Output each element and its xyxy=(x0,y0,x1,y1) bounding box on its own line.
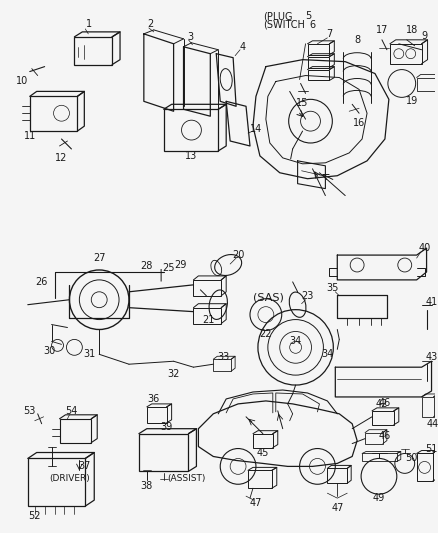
Text: 40: 40 xyxy=(418,243,431,253)
Text: 4: 4 xyxy=(240,42,246,52)
Text: 5: 5 xyxy=(306,11,312,21)
Text: 21: 21 xyxy=(202,314,215,325)
Bar xyxy=(213,359,231,371)
Text: 54: 54 xyxy=(65,406,78,416)
Text: 28: 28 xyxy=(141,261,153,271)
Bar xyxy=(307,56,329,68)
Bar xyxy=(253,434,273,448)
Text: |: | xyxy=(159,269,163,281)
Text: 38: 38 xyxy=(141,481,153,491)
Bar xyxy=(194,308,221,324)
Text: 9: 9 xyxy=(421,31,427,41)
Text: 35: 35 xyxy=(326,283,339,293)
Text: 46: 46 xyxy=(379,398,391,408)
Text: (ASSIST): (ASSIST) xyxy=(167,474,206,483)
Text: (PLUG: (PLUG xyxy=(263,11,293,21)
Text: 45: 45 xyxy=(257,448,269,458)
Text: 33: 33 xyxy=(217,352,230,362)
Text: 22: 22 xyxy=(260,329,272,340)
Text: 43: 43 xyxy=(425,352,438,362)
Text: 17: 17 xyxy=(376,25,388,35)
Text: 39: 39 xyxy=(161,422,173,432)
Bar xyxy=(422,397,434,417)
Bar xyxy=(307,44,329,55)
Bar xyxy=(390,44,422,63)
Text: 8: 8 xyxy=(354,35,360,45)
Text: 31: 31 xyxy=(83,349,95,359)
Bar xyxy=(417,77,437,91)
Text: 1: 1 xyxy=(86,19,92,29)
Bar xyxy=(194,280,221,296)
Text: 20: 20 xyxy=(232,250,244,260)
Bar xyxy=(248,470,272,488)
Text: 34: 34 xyxy=(290,336,302,346)
Text: 37: 37 xyxy=(78,462,91,471)
Bar xyxy=(164,109,218,151)
Text: (SWITCH: (SWITCH xyxy=(263,20,305,30)
Text: 51: 51 xyxy=(425,443,438,454)
Bar xyxy=(60,419,91,442)
Text: 27: 27 xyxy=(93,253,106,263)
Text: 13: 13 xyxy=(185,151,198,161)
Text: 19: 19 xyxy=(406,96,418,106)
Text: 49: 49 xyxy=(373,493,385,503)
Bar xyxy=(30,96,78,131)
Text: 42: 42 xyxy=(376,399,388,409)
Text: 30: 30 xyxy=(43,346,56,357)
Bar xyxy=(417,454,433,481)
Text: 29: 29 xyxy=(174,260,187,270)
Text: 47: 47 xyxy=(331,503,343,513)
Bar xyxy=(139,434,188,471)
Text: 52: 52 xyxy=(28,511,40,521)
Text: 2: 2 xyxy=(148,19,154,29)
Text: 11: 11 xyxy=(24,131,36,141)
Text: 23: 23 xyxy=(301,291,314,301)
Text: 7: 7 xyxy=(326,29,332,39)
Text: 34: 34 xyxy=(321,349,333,359)
Text: 16: 16 xyxy=(353,118,365,128)
Text: 46: 46 xyxy=(379,431,391,441)
Text: 25: 25 xyxy=(162,263,175,273)
Bar xyxy=(28,458,85,506)
Text: 26: 26 xyxy=(35,277,48,287)
Bar xyxy=(327,469,347,483)
Bar xyxy=(372,411,394,425)
Text: 12: 12 xyxy=(55,153,68,163)
Text: 14: 14 xyxy=(250,124,262,134)
Text: 6: 6 xyxy=(310,20,316,30)
Bar xyxy=(307,70,329,80)
Text: 18: 18 xyxy=(406,25,418,35)
Text: (DRIVER): (DRIVER) xyxy=(49,474,90,483)
Bar xyxy=(147,407,167,423)
Text: 47: 47 xyxy=(250,498,262,508)
Text: 10: 10 xyxy=(16,77,28,86)
Text: 53: 53 xyxy=(24,406,36,416)
Text: 15: 15 xyxy=(297,98,309,108)
Bar xyxy=(74,37,112,64)
Bar xyxy=(365,433,383,443)
Bar xyxy=(362,454,397,462)
Text: 41: 41 xyxy=(425,297,438,306)
Text: 3: 3 xyxy=(187,32,194,42)
Text: 36: 36 xyxy=(148,394,160,404)
Text: 50: 50 xyxy=(406,454,418,464)
Text: 32: 32 xyxy=(167,369,180,379)
Text: (SAS): (SAS) xyxy=(253,293,284,303)
Text: 44: 44 xyxy=(427,419,438,429)
